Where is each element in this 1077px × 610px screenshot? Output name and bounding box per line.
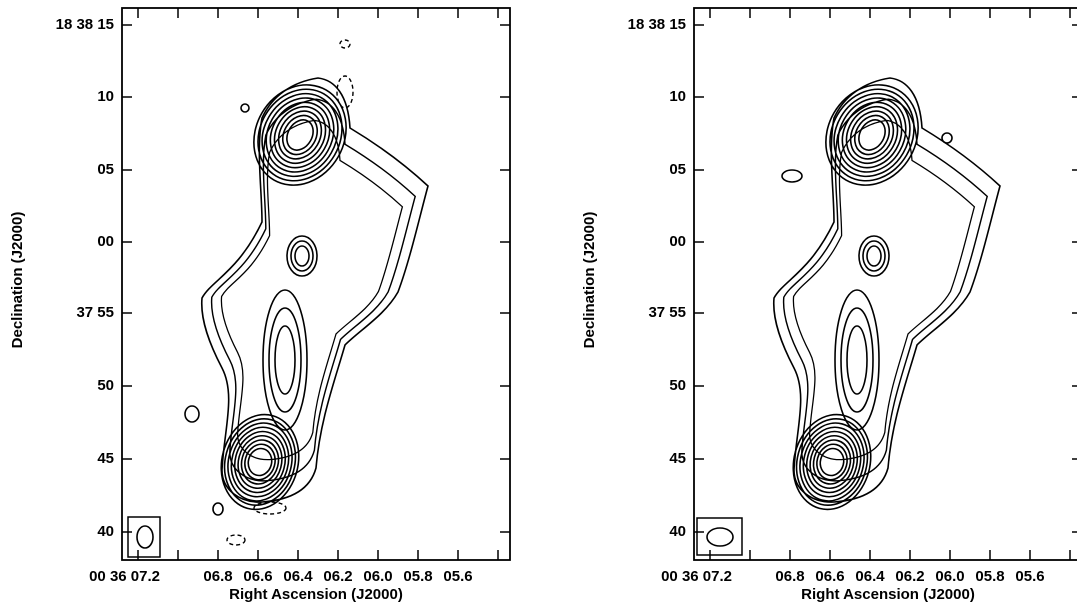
y-tick-label: 05 (669, 161, 686, 178)
contour (213, 503, 223, 515)
beam (137, 526, 153, 548)
y-tick-label: 50 (669, 377, 686, 394)
y-tick-label: 45 (669, 450, 686, 467)
y-tick-label: 40 (97, 523, 114, 540)
contour (269, 308, 301, 412)
x-tick-label: 00 36 07.2 (89, 568, 160, 585)
beam (707, 528, 733, 546)
beam-box (128, 517, 160, 557)
x-tick-label: 06.2 (895, 568, 924, 585)
y-tick-label: 18 38 15 (628, 16, 686, 33)
x-tick-label: 06.8 (775, 568, 804, 585)
x-axis-label: Right Ascension (J2000) (801, 586, 975, 603)
panel: 18 38 15 10 05 00 37 55 50 45 40 00 36 07.2 06.8 0… (581, 8, 1077, 603)
x-tick-label: 06.6 (815, 568, 844, 585)
contour (227, 535, 245, 545)
x-tick-label: 06.0 (935, 568, 964, 585)
x-tick-label: 06.4 (283, 568, 313, 585)
y-tick-label: 10 (97, 88, 114, 105)
y-tick-label: 00 (97, 233, 114, 250)
x-tick-label: 05.8 (403, 568, 432, 585)
y-tick-label: 00 (669, 233, 686, 250)
contour (942, 133, 952, 143)
x-tick-label: 06.2 (323, 568, 352, 585)
y-tick-label: 37 55 (648, 304, 686, 321)
contour (808, 68, 936, 202)
y-tick-label: 45 (97, 450, 114, 467)
x-tick-label: 05.6 (443, 568, 472, 585)
plot-frame (694, 8, 1077, 560)
contour (841, 308, 873, 412)
contour (241, 104, 249, 112)
x-tick-label: 06.0 (363, 568, 392, 585)
y-tick-label: 05 (97, 161, 114, 178)
y-axis-label: Declination (J2000) (9, 212, 26, 349)
contour (295, 246, 309, 266)
contour (867, 246, 881, 266)
x-tick-label: 06.6 (243, 568, 272, 585)
y-axis-label: Declination (J2000) (581, 212, 598, 349)
contour (270, 103, 330, 166)
contour (847, 326, 867, 394)
contour (236, 68, 364, 202)
panel: 18 38 15 10 05 00 37 55 50 45 40 00 36 07.2 06.8 0… (9, 8, 510, 603)
contour (185, 406, 199, 422)
beam-box (697, 518, 742, 555)
x-tick-label: 06.8 (203, 568, 232, 585)
y-tick-label: 10 (669, 88, 686, 105)
x-axis-label: Right Ascension (J2000) (229, 586, 403, 603)
contour (340, 40, 350, 48)
y-tick-label: 37 55 (76, 304, 114, 321)
figure: 18 38 15 10 05 00 37 55 50 45 40 00 36 07.2 06.8 0… (0, 0, 1077, 610)
y-tick-label: 18 38 15 (56, 16, 114, 33)
contour (275, 326, 295, 394)
x-tick-label: 05.8 (975, 568, 1004, 585)
y-tick-label: 50 (97, 377, 114, 394)
x-tick-label: 05.6 (1015, 568, 1044, 585)
x-tick-label: 06.4 (855, 568, 885, 585)
contour (254, 502, 286, 514)
y-tick-label: 40 (669, 523, 686, 540)
contour (842, 103, 902, 166)
x-tick-label: 00 36 07.2 (661, 568, 732, 585)
contour (782, 170, 802, 182)
